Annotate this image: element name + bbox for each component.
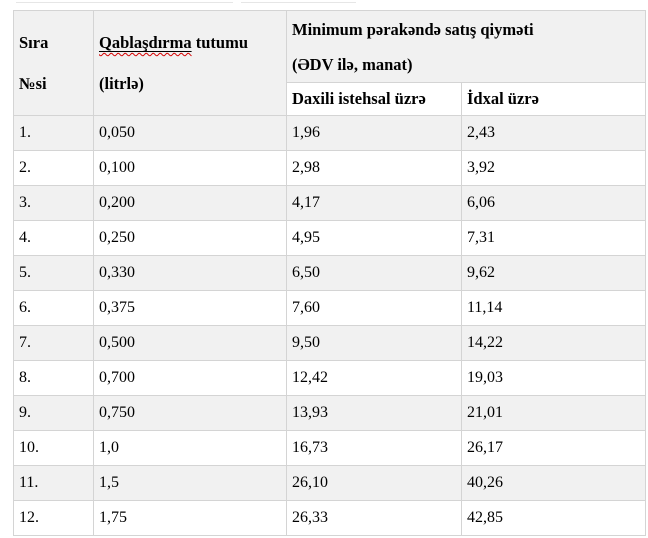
cell-domestic-price: 4,17 bbox=[286, 185, 462, 221]
header-min-price-line2: (ƏDV ilə, manat) bbox=[292, 54, 413, 74]
cell-domestic-price: 4,95 bbox=[286, 220, 462, 256]
header-min-price-line1: Minimum pərakəndə satış qiyməti bbox=[292, 19, 534, 39]
cell-import-price: 21,01 bbox=[460, 395, 647, 431]
cell-import-price: 2,43 bbox=[460, 115, 647, 151]
cell-import-price: 6,06 bbox=[460, 185, 647, 221]
cell-capacity: 0,250 bbox=[93, 220, 287, 256]
cell-domestic-price: 16,73 bbox=[286, 430, 462, 466]
cell-import-price: 9,62 bbox=[460, 255, 647, 291]
cell-capacity: 1,0 bbox=[93, 430, 287, 466]
cell-import-price: 19,03 bbox=[460, 360, 647, 396]
min-retail-price-table: Sıra №si Qablaşdırma tutumu (litrlə) Min… bbox=[13, 10, 647, 536]
header-capacity-line2: (litrlə) bbox=[99, 74, 144, 93]
header-cell-domestic: Daxili istehsal üzrə bbox=[286, 82, 462, 116]
cell-import-price: 26,17 bbox=[460, 430, 647, 466]
cell-row-number: 10. bbox=[13, 430, 94, 466]
table-row-5: 5. 0,330 6,50 9,62 bbox=[13, 255, 647, 291]
table-row-11: 11. 1,5 26,10 40,26 bbox=[13, 465, 647, 501]
cell-import-price: 14,22 bbox=[460, 325, 647, 361]
misspelled-word: Qablaşdırma bbox=[99, 33, 192, 52]
header-capacity-line1: Qablaşdırma tutumu bbox=[99, 22, 282, 63]
cell-import-price: 11,14 bbox=[460, 290, 647, 326]
cell-capacity: 0,750 bbox=[93, 395, 287, 431]
cell-capacity: 1,5 bbox=[93, 465, 287, 501]
cell-domestic-price: 6,50 bbox=[286, 255, 462, 291]
cell-row-number: 9. bbox=[13, 395, 94, 431]
header-capacity-rest: tutumu bbox=[191, 33, 248, 52]
header-cell-import: İdxal üzrə bbox=[460, 82, 647, 116]
cell-row-number: 5. bbox=[13, 255, 94, 291]
header-row-number-line2: №si bbox=[19, 74, 47, 93]
header-cell-row-number: Sıra №si bbox=[13, 10, 94, 116]
cell-domestic-price: 26,10 bbox=[286, 465, 462, 501]
cell-domestic-price: 13,93 bbox=[286, 395, 462, 431]
table-row-8: 8. 0,700 12,42 19,03 bbox=[13, 360, 647, 396]
table-row-12: 12. 1,75 26,33 42,85 bbox=[13, 500, 647, 536]
table-row-6: 6. 0,375 7,60 11,14 bbox=[13, 290, 647, 326]
cell-row-number: 2. bbox=[13, 150, 94, 186]
header-cell-capacity: Qablaşdırma tutumu (litrlə) bbox=[93, 10, 287, 116]
cell-row-number: 8. bbox=[13, 360, 94, 396]
cell-domestic-price: 7,60 bbox=[286, 290, 462, 326]
cell-row-number: 3. bbox=[13, 185, 94, 221]
cell-capacity: 0,330 bbox=[93, 255, 287, 291]
cell-domestic-price: 1,96 bbox=[286, 115, 462, 151]
cell-capacity: 0,500 bbox=[93, 325, 287, 361]
header-cell-min-price: Minimum pərakəndə satış qiyməti (ƏDV ilə… bbox=[285, 10, 647, 83]
cell-capacity: 0,700 bbox=[93, 360, 287, 396]
table-row-1: 1. 0,050 1,96 2,43 bbox=[13, 115, 647, 151]
cell-capacity: 0,375 bbox=[93, 290, 287, 326]
table-row-9: 9. 0,750 13,93 21,01 bbox=[13, 395, 647, 431]
header-row-number-line1: Sıra bbox=[19, 33, 49, 52]
cell-row-number: 6. bbox=[13, 290, 94, 326]
cell-row-number: 12. bbox=[13, 500, 94, 536]
cell-row-number: 1. bbox=[13, 115, 94, 151]
cell-row-number: 7. bbox=[13, 325, 94, 361]
cell-import-price: 3,92 bbox=[460, 150, 647, 186]
table-row-3: 3. 0,200 4,17 6,06 bbox=[13, 185, 647, 221]
cell-domestic-price: 9,50 bbox=[286, 325, 462, 361]
misspelled-word-underline: Qablaşdırma bbox=[99, 33, 192, 52]
cell-row-number: 11. bbox=[13, 465, 94, 501]
cell-import-price: 40,26 bbox=[460, 465, 647, 501]
cell-row-number: 4. bbox=[13, 220, 94, 256]
cell-capacity: 0,050 bbox=[93, 115, 287, 151]
cell-import-price: 7,31 bbox=[460, 220, 647, 256]
cell-capacity: 0,200 bbox=[93, 185, 287, 221]
table-row-4: 4. 0,250 4,95 7,31 bbox=[13, 220, 647, 256]
cell-capacity: 0,100 bbox=[93, 150, 287, 186]
cropped-artifact-line-2 bbox=[241, 2, 356, 3]
cell-domestic-price: 26,33 bbox=[286, 500, 462, 536]
cell-capacity: 1,75 bbox=[93, 500, 287, 536]
cell-domestic-price: 12,42 bbox=[286, 360, 462, 396]
cell-import-price: 42,85 bbox=[460, 500, 647, 536]
cell-domestic-price: 2,98 bbox=[286, 150, 462, 186]
cropped-artifact-line-1 bbox=[16, 2, 233, 3]
table-row-10: 10. 1,0 16,73 26,17 bbox=[13, 430, 647, 466]
table-row-7: 7. 0,500 9,50 14,22 bbox=[13, 325, 647, 361]
table-row-2: 2. 0,100 2,98 3,92 bbox=[13, 150, 647, 186]
